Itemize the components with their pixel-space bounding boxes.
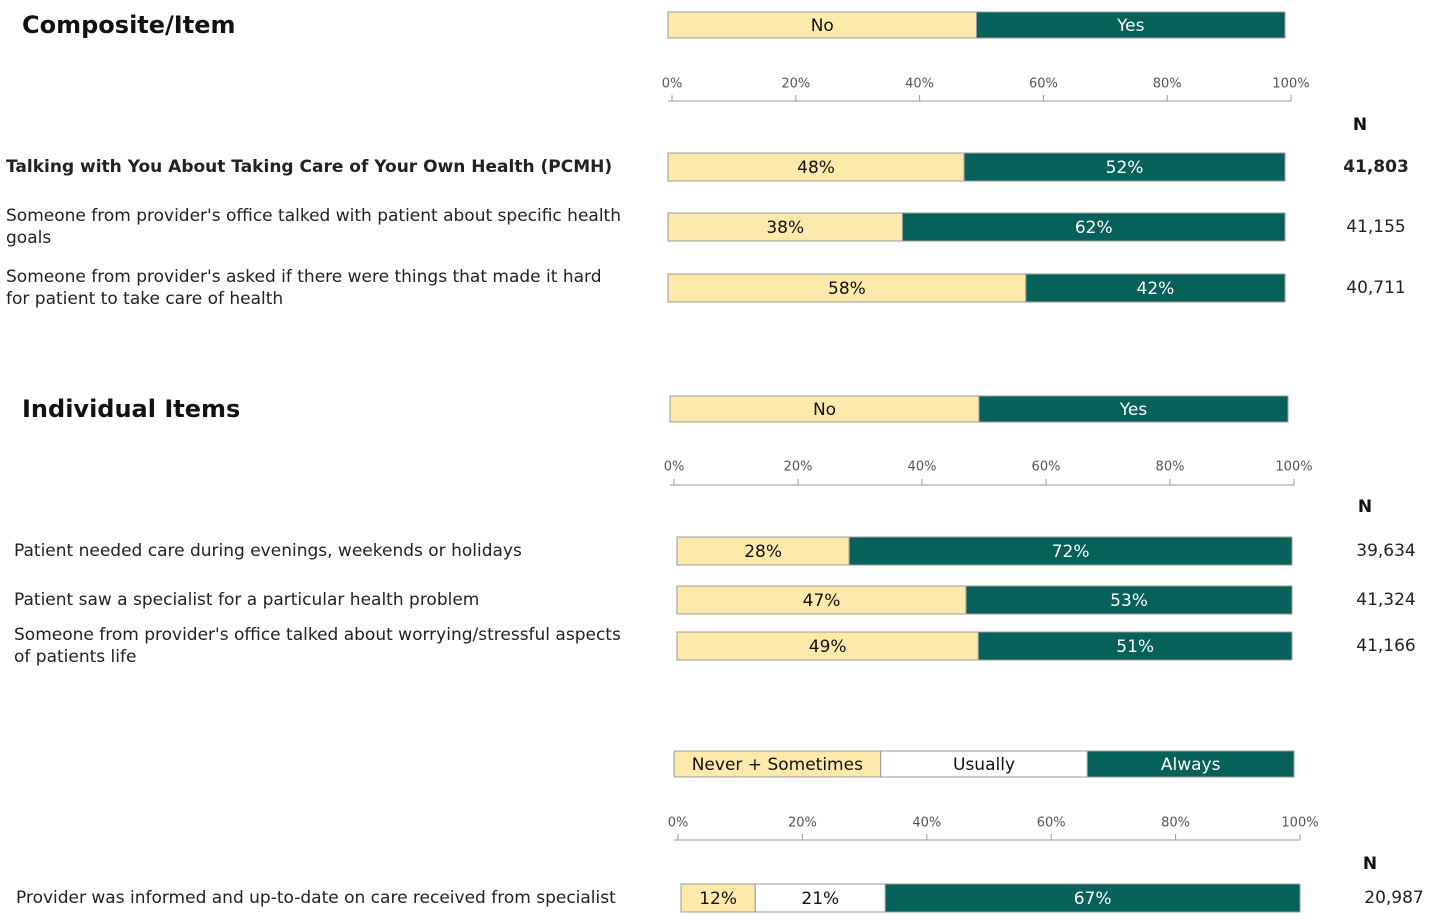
category-wrap: Patient needed care during evenings, wee… (14, 527, 634, 575)
bar-segment (667, 212, 903, 242)
x-tick-label: 40% (908, 460, 937, 475)
x-tick-label: 80% (1156, 460, 1185, 475)
value-label: 21% (801, 889, 839, 909)
category-wrap: Someone from provider's asked if there w… (6, 264, 626, 312)
legend-swatch (880, 750, 1088, 778)
x-tick-label: 40% (905, 77, 934, 92)
x-tick-label: 40% (912, 816, 941, 831)
legend-label: Never + Sometimes (692, 755, 863, 775)
x-tick-label: 60% (1032, 460, 1061, 475)
bar-segment (848, 536, 1293, 566)
n-value: 41,324 (1356, 590, 1415, 610)
category-label: Talking with You About Taking Care of Yo… (6, 157, 613, 177)
category-label: Someone from provider's office talked wi… (6, 206, 621, 248)
x-tick-label: 0% (662, 77, 683, 92)
category-box: Someone from provider's office talked ab… (14, 622, 634, 670)
value-label: 47% (803, 591, 841, 611)
value-label: 52% (1106, 158, 1144, 178)
category-label: Provider was informed and up-to-date on … (16, 888, 616, 908)
x-tick-label: 100% (1281, 816, 1318, 831)
value-label: 67% (1074, 889, 1112, 909)
value-label: 38% (766, 218, 804, 238)
category-label: Someone from provider's office talked ab… (14, 625, 621, 667)
legend-swatch (673, 750, 882, 778)
value-label: 28% (744, 542, 782, 562)
chart: Individual Items No Yes 0% 20% 40% 60% 80% 100% N… (14, 395, 1416, 670)
legend-swatch (978, 395, 1289, 423)
chart: Composite/Item No Yes 0% 20% 40% 60% 80% 100% N Ta… (6, 11, 1409, 312)
x-tick-label: 0% (668, 816, 689, 831)
chart-title: Composite/Item (22, 11, 236, 39)
value-label: 48% (797, 158, 835, 178)
legend-label: No (811, 16, 834, 36)
category-label: Patient saw a specialist for a particula… (14, 590, 480, 610)
legend-label: Always (1161, 755, 1221, 775)
x-tick-label: 60% (1037, 816, 1066, 831)
x-tick-label: 100% (1272, 77, 1309, 92)
category-box: Patient needed care during evenings, wee… (14, 527, 634, 575)
n-header: N (1358, 497, 1372, 517)
category-box: Someone from provider's office talked wi… (6, 203, 626, 251)
category-box: Patient saw a specialist for a particula… (14, 576, 634, 624)
bar-segment (963, 152, 1286, 182)
category-wrap: Patient saw a specialist for a particula… (14, 576, 634, 624)
n-value: 41,166 (1356, 636, 1415, 656)
bar-segment (676, 536, 850, 566)
x-tick-label: 60% (1029, 77, 1058, 92)
x-tick-label: 80% (1161, 816, 1190, 831)
bar-segment (676, 585, 967, 615)
category-box: Provider was informed and up-to-date on … (16, 874, 636, 920)
legend-label: Yes (1116, 16, 1145, 36)
bar-segment (667, 152, 965, 182)
value-label: 53% (1110, 591, 1148, 611)
bar-segment (977, 631, 1293, 661)
x-tick-label: 20% (781, 77, 810, 92)
category-wrap: Provider was informed and up-to-date on … (16, 874, 636, 920)
value-label: 12% (699, 889, 737, 909)
n-header: N (1363, 854, 1377, 874)
value-label: 42% (1137, 279, 1175, 299)
legend-swatch (667, 11, 977, 39)
n-header: N (1353, 115, 1367, 135)
legend-swatch (669, 395, 980, 423)
bar-segment (680, 883, 756, 913)
legend-swatch (976, 11, 1286, 39)
value-label: 51% (1116, 637, 1154, 657)
bar-segment (1025, 273, 1286, 303)
value-label: 72% (1052, 542, 1090, 562)
legend-label: No (813, 400, 836, 420)
chart-title: Individual Items (22, 395, 240, 423)
category-wrap: Talking with You About Taking Care of Yo… (6, 143, 626, 191)
category-box: Talking with You About Taking Care of Yo… (6, 143, 626, 191)
x-tick-label: 100% (1275, 460, 1312, 475)
legend-label: Usually (953, 755, 1015, 775)
x-tick-label: 80% (1153, 77, 1182, 92)
x-tick-label: 20% (784, 460, 813, 475)
x-tick-label: 0% (664, 460, 685, 475)
category-box: Someone from provider's asked if there w… (6, 264, 626, 312)
bar-segment (901, 212, 1286, 242)
value-label: 49% (809, 637, 847, 657)
n-value: 41,155 (1346, 217, 1405, 237)
n-value: 40,711 (1346, 278, 1405, 298)
value-label: 58% (828, 279, 866, 299)
bar-segment (754, 883, 886, 913)
category-wrap: Someone from provider's office talked wi… (6, 203, 626, 251)
bar-segment (676, 631, 979, 661)
value-label: 62% (1075, 218, 1113, 238)
n-value: 20,987 (1364, 888, 1423, 908)
category-label: Someone from provider's asked if there w… (6, 267, 602, 309)
legend-swatch (1086, 750, 1295, 778)
category-wrap: Someone from provider's office talked ab… (14, 622, 634, 670)
category-label: Patient needed care during evenings, wee… (14, 541, 522, 561)
n-value: 41,803 (1343, 157, 1409, 177)
bar-segment (965, 585, 1293, 615)
bar-segment (884, 883, 1301, 913)
n-value: 39,634 (1356, 541, 1415, 561)
chart: Never + Sometimes Usually Always 0% 20% 40% 60… (16, 750, 1424, 920)
x-tick-label: 20% (788, 816, 817, 831)
legend-label: Yes (1119, 400, 1148, 420)
